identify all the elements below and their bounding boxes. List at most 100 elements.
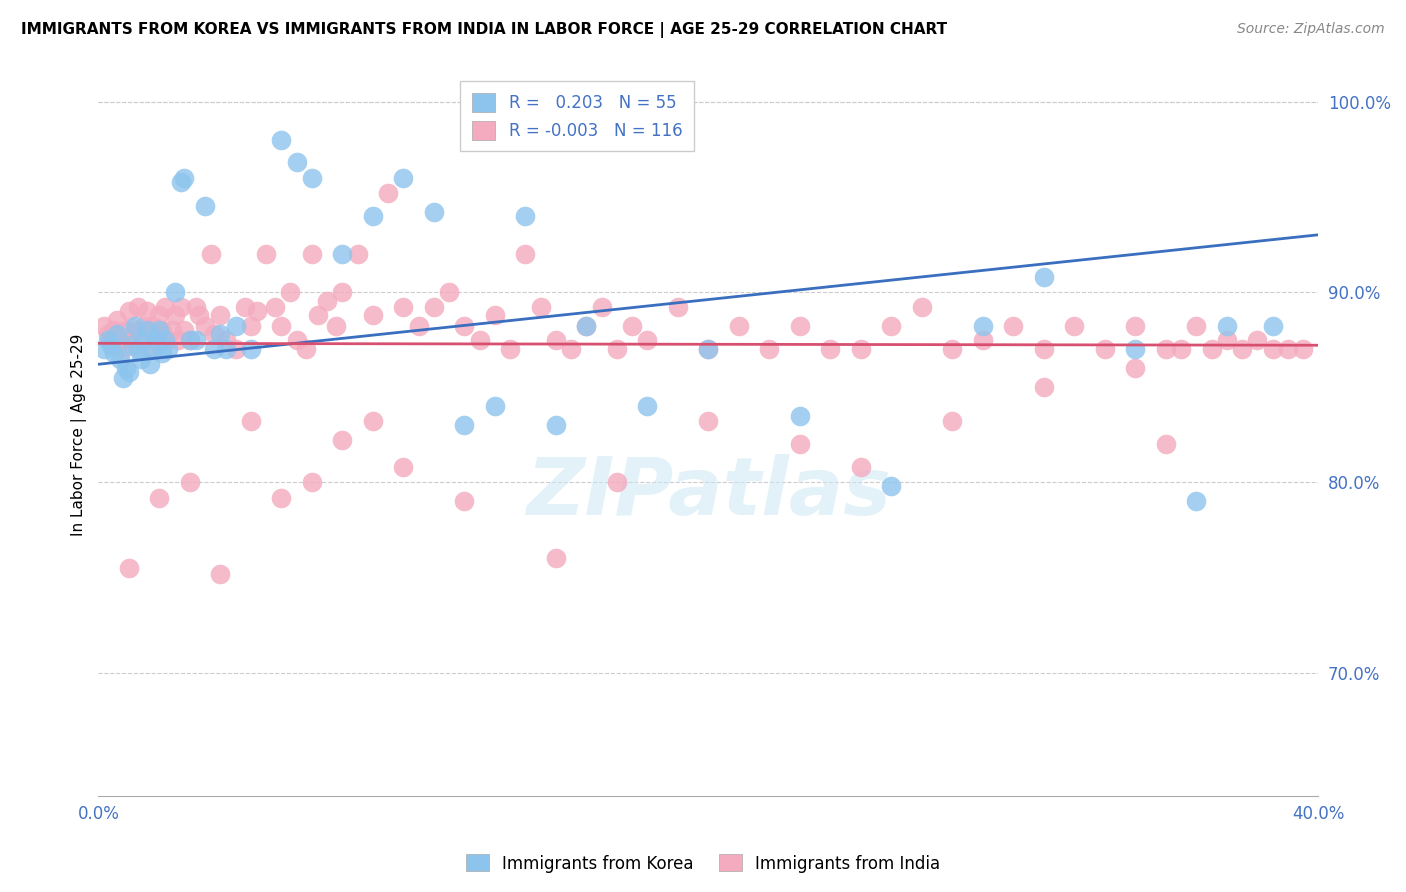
Point xyxy=(145,326,167,341)
Point xyxy=(697,414,720,428)
Point xyxy=(202,342,225,356)
Point xyxy=(1261,319,1284,334)
Point xyxy=(330,285,353,299)
Point xyxy=(194,319,217,334)
Point xyxy=(941,414,963,428)
Point xyxy=(1185,319,1208,334)
Point xyxy=(239,319,262,334)
Point xyxy=(225,319,247,334)
Point xyxy=(173,170,195,185)
Point xyxy=(142,319,165,334)
Point xyxy=(560,342,582,356)
Point xyxy=(453,418,475,433)
Point xyxy=(209,308,232,322)
Point xyxy=(330,434,353,448)
Point xyxy=(301,475,323,490)
Point xyxy=(93,342,115,356)
Text: IMMIGRANTS FROM KOREA VS IMMIGRANTS FROM INDIA IN LABOR FORCE | AGE 25-29 CORREL: IMMIGRANTS FROM KOREA VS IMMIGRANTS FROM… xyxy=(21,22,948,38)
Point xyxy=(96,333,118,347)
Point xyxy=(179,333,201,347)
Point xyxy=(621,319,644,334)
Point xyxy=(163,308,186,322)
Point xyxy=(96,326,118,341)
Point xyxy=(392,300,415,314)
Point xyxy=(105,313,128,327)
Point xyxy=(666,300,689,314)
Y-axis label: In Labor Force | Age 25-29: In Labor Force | Age 25-29 xyxy=(72,334,87,536)
Point xyxy=(1154,342,1177,356)
Point xyxy=(93,319,115,334)
Point xyxy=(972,319,994,334)
Point xyxy=(330,247,353,261)
Point xyxy=(148,323,170,337)
Point xyxy=(139,357,162,371)
Point xyxy=(697,342,720,356)
Point xyxy=(1277,342,1299,356)
Point xyxy=(1261,342,1284,356)
Point xyxy=(1032,380,1054,394)
Point xyxy=(285,333,308,347)
Point xyxy=(270,133,292,147)
Text: ZIPatlas: ZIPatlas xyxy=(526,454,891,532)
Point xyxy=(789,319,811,334)
Point xyxy=(111,342,134,356)
Point xyxy=(155,333,177,347)
Point xyxy=(575,319,598,334)
Point xyxy=(880,479,903,493)
Point xyxy=(280,285,302,299)
Point xyxy=(361,209,384,223)
Point xyxy=(285,155,308,169)
Point xyxy=(246,304,269,318)
Point xyxy=(544,551,567,566)
Point xyxy=(132,319,155,334)
Text: Source: ZipAtlas.com: Source: ZipAtlas.com xyxy=(1237,22,1385,37)
Point xyxy=(136,304,159,318)
Point xyxy=(1170,342,1192,356)
Point xyxy=(453,319,475,334)
Point xyxy=(170,300,193,314)
Point xyxy=(484,399,506,413)
Point xyxy=(423,205,446,219)
Point xyxy=(1002,319,1025,334)
Point xyxy=(1123,319,1146,334)
Point xyxy=(591,300,613,314)
Point xyxy=(325,319,347,334)
Point xyxy=(215,333,238,347)
Point xyxy=(139,342,162,356)
Point xyxy=(1032,269,1054,284)
Point xyxy=(209,566,232,581)
Point xyxy=(1201,342,1223,356)
Point xyxy=(484,308,506,322)
Point xyxy=(880,319,903,334)
Point xyxy=(789,437,811,451)
Point xyxy=(136,323,159,337)
Point xyxy=(1185,494,1208,508)
Point xyxy=(124,319,146,334)
Point xyxy=(515,209,537,223)
Point xyxy=(789,409,811,423)
Point xyxy=(1123,361,1146,376)
Point xyxy=(911,300,934,314)
Point xyxy=(160,323,183,337)
Point xyxy=(254,247,277,261)
Point xyxy=(148,308,170,322)
Point xyxy=(972,333,994,347)
Point xyxy=(544,418,567,433)
Point xyxy=(820,342,842,356)
Point xyxy=(1032,342,1054,356)
Point xyxy=(114,323,136,337)
Point xyxy=(124,323,146,337)
Point xyxy=(606,342,628,356)
Point xyxy=(758,342,780,356)
Point xyxy=(1123,342,1146,356)
Point xyxy=(173,323,195,337)
Point xyxy=(301,247,323,261)
Point xyxy=(239,342,262,356)
Point xyxy=(179,475,201,490)
Point xyxy=(544,333,567,347)
Point xyxy=(148,491,170,505)
Point xyxy=(1216,333,1239,347)
Point xyxy=(301,170,323,185)
Point xyxy=(100,338,122,352)
Point xyxy=(1246,333,1268,347)
